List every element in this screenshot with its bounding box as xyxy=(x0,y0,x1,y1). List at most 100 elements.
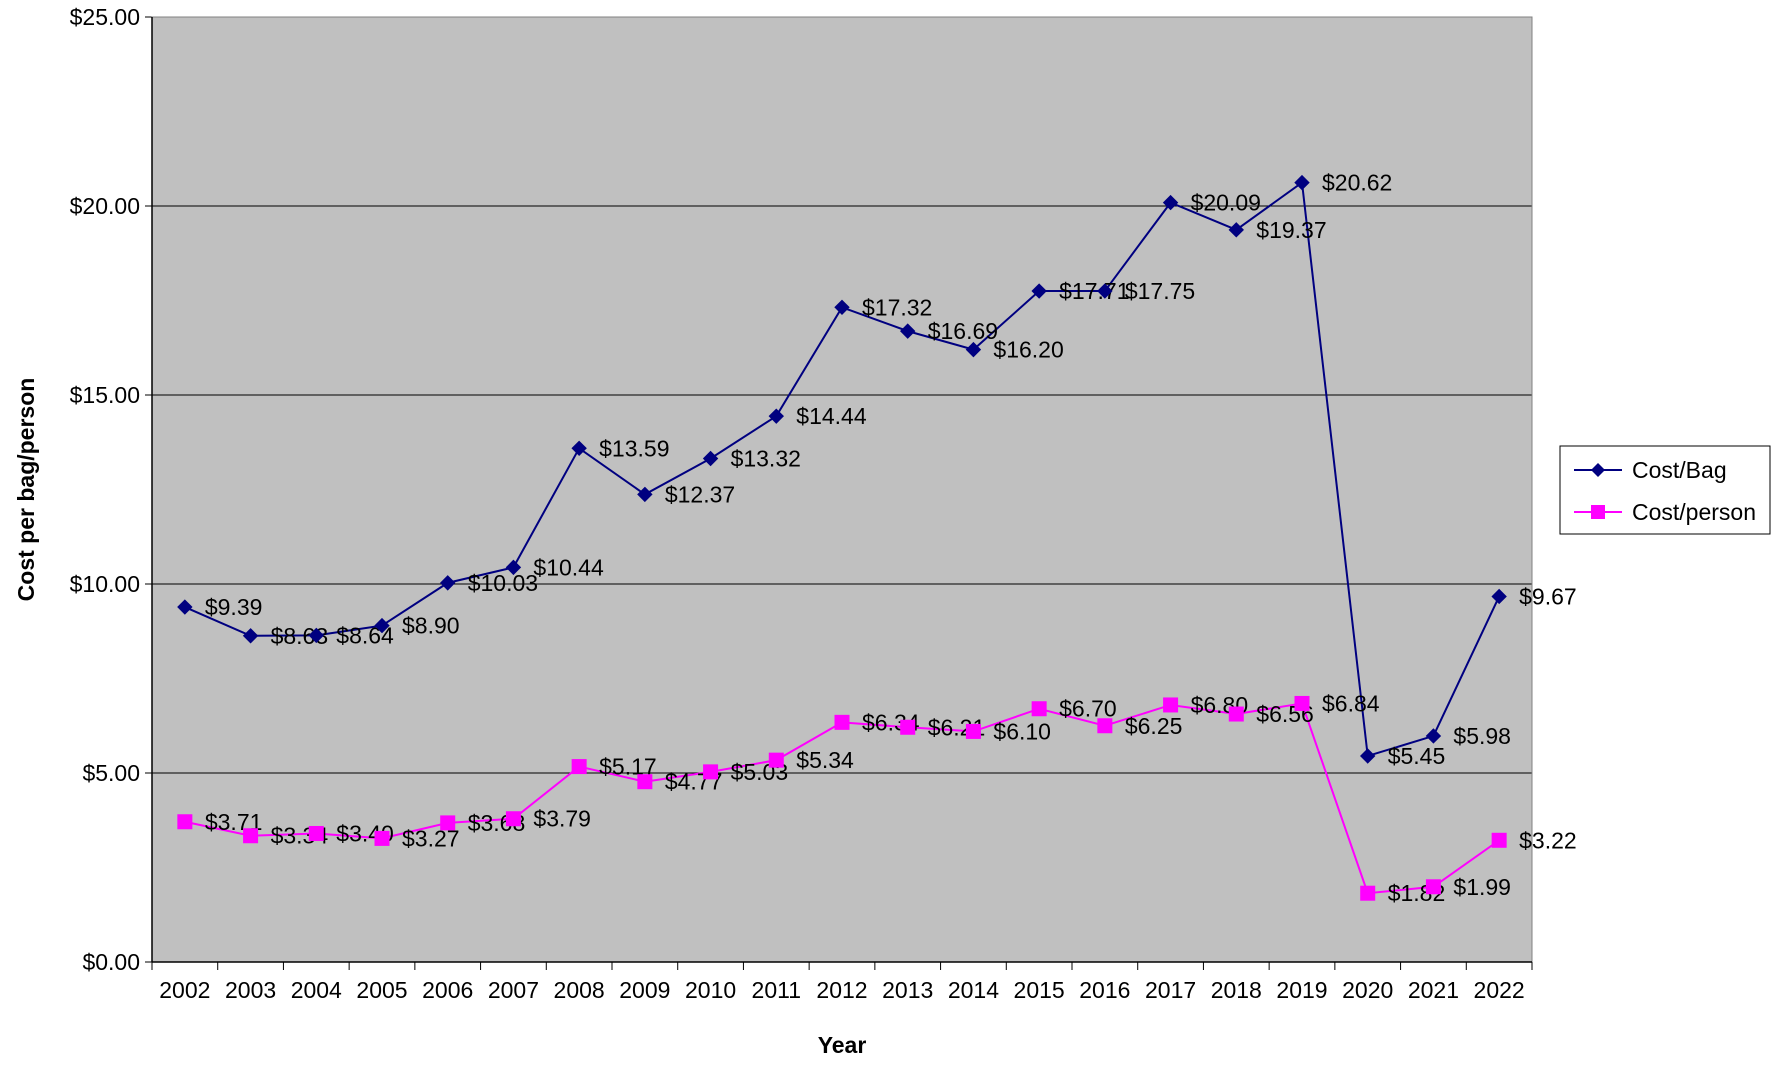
data-point xyxy=(1360,885,1376,901)
data-point xyxy=(1097,718,1113,734)
data-point xyxy=(900,323,916,339)
data-label: $6.84 xyxy=(1322,690,1380,716)
y-tick-label: $15.00 xyxy=(70,382,140,408)
data-point xyxy=(571,440,587,457)
y-tick-label: $10.00 xyxy=(70,571,140,597)
data-point xyxy=(768,752,784,768)
x-tick-label: 2019 xyxy=(1276,977,1327,1003)
x-tick-label: 2007 xyxy=(488,977,539,1003)
data-point xyxy=(1425,879,1441,895)
data-point xyxy=(242,628,259,644)
data-point xyxy=(374,617,390,634)
data-point xyxy=(768,408,784,424)
data-point xyxy=(1228,222,1244,238)
data-point xyxy=(900,719,916,735)
x-tick-label: 2009 xyxy=(619,977,670,1003)
x-tick-label: 2012 xyxy=(816,977,867,1003)
data-label: $8.90 xyxy=(402,613,460,639)
data-label: $3.22 xyxy=(1519,827,1577,853)
plot-area xyxy=(152,17,1532,962)
data-point xyxy=(1360,748,1376,764)
data-point xyxy=(1031,283,1047,299)
y-axis-title: Cost per bag/person xyxy=(13,378,39,602)
data-point xyxy=(834,299,850,316)
data-point xyxy=(177,814,193,830)
data-point xyxy=(1294,695,1310,711)
data-point xyxy=(571,759,587,775)
data-point xyxy=(1162,194,1179,211)
data-point xyxy=(1491,588,1507,605)
x-tick-label: 2022 xyxy=(1474,977,1525,1003)
data-point xyxy=(1228,706,1244,722)
x-axis-title: Year xyxy=(818,1032,867,1058)
x-tick-label: 2002 xyxy=(159,977,210,1003)
x-tick-label: 2015 xyxy=(1014,977,1065,1003)
data-label: $9.39 xyxy=(205,594,263,620)
data-label: $3.79 xyxy=(533,806,591,832)
x-tick-label: 2021 xyxy=(1408,977,1459,1003)
legend-label-1: Cost/person xyxy=(1632,499,1756,525)
data-point xyxy=(1491,832,1507,848)
data-point xyxy=(440,815,456,831)
x-tick-label: 2017 xyxy=(1145,977,1196,1003)
data-label: $6.25 xyxy=(1125,713,1183,739)
legend-box xyxy=(1559,445,1771,535)
data-label: $20.62 xyxy=(1322,170,1392,196)
data-label: $10.03 xyxy=(468,570,538,596)
data-label: $5.34 xyxy=(796,747,854,773)
data-point xyxy=(965,341,982,358)
data-point xyxy=(965,723,981,739)
data-point xyxy=(505,559,522,576)
data-label: $17.75 xyxy=(1125,278,1195,304)
data-point xyxy=(505,811,521,827)
x-tick-label: 2010 xyxy=(685,977,736,1003)
data-point xyxy=(374,830,390,846)
x-tick-label: 2008 xyxy=(554,977,605,1003)
data-label: $13.32 xyxy=(731,446,801,472)
data-point xyxy=(1425,728,1442,744)
data-point xyxy=(1031,701,1047,717)
data-label: $20.09 xyxy=(1191,190,1261,216)
legend-marker-0 xyxy=(1591,463,1605,477)
x-tick-label: 2020 xyxy=(1342,977,1393,1003)
data-label: $17.71 xyxy=(1059,278,1129,304)
data-label: $1.99 xyxy=(1453,874,1511,900)
y-tick-label: $20.00 xyxy=(70,193,140,219)
data-point xyxy=(702,450,719,467)
data-label: $12.37 xyxy=(665,481,735,507)
data-label: $13.59 xyxy=(599,435,669,461)
x-tick-label: 2018 xyxy=(1211,977,1262,1003)
data-point xyxy=(1163,697,1179,713)
data-label: $17.32 xyxy=(862,294,932,320)
data-label: $9.67 xyxy=(1519,583,1577,609)
x-tick-label: 2006 xyxy=(422,977,473,1003)
data-point xyxy=(703,764,719,780)
x-tick-label: 2013 xyxy=(882,977,933,1003)
x-tick-label: 2014 xyxy=(948,977,999,1003)
data-label: $6.10 xyxy=(993,718,1051,744)
x-tick-label: 2005 xyxy=(356,977,407,1003)
data-label: $19.37 xyxy=(1256,217,1326,243)
x-tick-label: 2011 xyxy=(752,977,801,1003)
data-point xyxy=(637,774,653,790)
data-label: $16.20 xyxy=(993,337,1063,363)
data-point xyxy=(440,575,456,591)
x-tick-label: 2003 xyxy=(225,977,276,1003)
data-point xyxy=(1294,174,1310,191)
x-tick-label: 2004 xyxy=(291,977,342,1003)
y-tick-label: $25.00 xyxy=(70,4,140,30)
data-label: $5.45 xyxy=(1388,743,1446,769)
data-point xyxy=(637,486,653,503)
data-point xyxy=(308,825,324,841)
y-tick-label: $5.00 xyxy=(82,760,140,786)
data-point xyxy=(177,599,193,615)
data-label: $10.44 xyxy=(533,554,604,580)
legend-marker-1 xyxy=(1591,505,1605,519)
data-label: $5.98 xyxy=(1453,723,1511,749)
data-point xyxy=(1097,283,1113,299)
y-tick-label: $0.00 xyxy=(82,949,140,975)
data-label: $14.44 xyxy=(796,403,867,429)
data-label: $6.70 xyxy=(1059,696,1117,722)
